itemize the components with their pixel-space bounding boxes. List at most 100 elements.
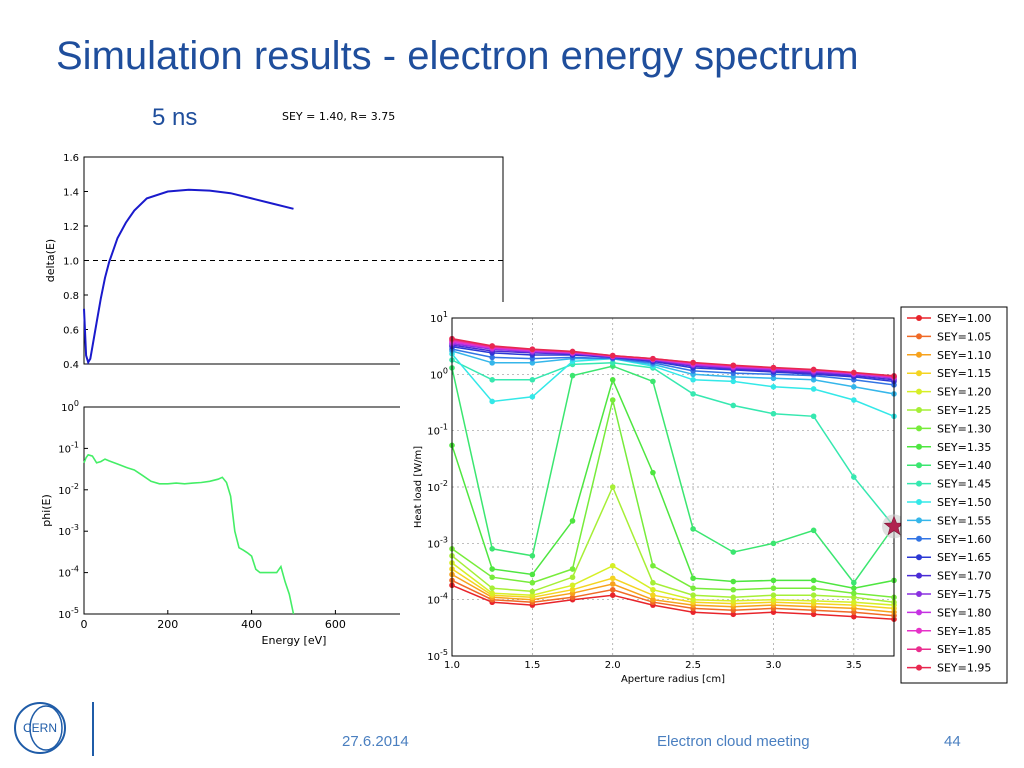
phi-y-tick-label: 10-3	[58, 523, 79, 538]
heat-data-point	[569, 594, 576, 601]
delta-y-tick-label: 1.2	[63, 222, 79, 233]
heat-data-point	[730, 378, 737, 385]
heat-data-point	[489, 566, 495, 572]
delta-curve	[83, 188, 294, 365]
heat-data-point	[810, 376, 817, 383]
heat-data-point	[569, 348, 576, 355]
heat-data-point	[529, 579, 536, 586]
phi-y-tick-label: 100	[61, 399, 79, 414]
heat-data-point	[770, 384, 777, 390]
heat-data-point	[650, 562, 656, 569]
heat-series	[449, 376, 897, 591]
legend-label: SEY=1.20	[937, 386, 991, 399]
cern-logo-text: CERN	[23, 721, 57, 735]
heat-data-point	[609, 586, 616, 593]
heat-data-point	[730, 586, 737, 593]
heat-chart-background	[400, 302, 900, 690]
heat-y-axis-label: Heat load [W/m]	[413, 446, 424, 528]
heat-data-point	[489, 376, 495, 383]
heat-data-point	[770, 585, 777, 591]
heat-data-point	[810, 413, 817, 420]
heat-data-point	[690, 592, 696, 599]
legend-label: SEY=1.40	[937, 459, 991, 472]
legend-label: SEY=1.05	[937, 330, 991, 343]
legend-marker	[916, 407, 922, 413]
heat-data-point	[730, 578, 737, 585]
heat-data-point	[730, 549, 737, 555]
legend-label: SEY=1.45	[937, 478, 991, 491]
heat-data-point	[489, 545, 495, 552]
heat-data-point	[609, 376, 616, 383]
heat-data-point	[650, 596, 656, 603]
delta-y-tick-label: 0.4	[63, 360, 79, 371]
heat-series	[449, 560, 897, 608]
heat-data-point	[851, 474, 857, 480]
heat-data-point	[609, 484, 616, 490]
heat-data-point	[529, 360, 536, 366]
delta-y-tick-label: 1.6	[63, 153, 79, 164]
heat-data-point	[650, 592, 656, 599]
heat-series-line	[451, 562, 895, 606]
heat-data-point	[569, 372, 576, 379]
heat-data-point	[569, 582, 576, 589]
heat-y-tick-label: 10-1	[427, 423, 448, 438]
heat-data-point	[810, 386, 817, 392]
heat-series	[449, 484, 897, 606]
heat-data-point	[770, 540, 777, 547]
heat-data-point	[770, 375, 777, 382]
heat-data-point	[810, 592, 817, 599]
heat-y-tick-label: 10-4	[427, 592, 448, 607]
heat-data-point	[609, 581, 616, 587]
heat-data-point	[489, 343, 495, 349]
heat-series-line	[451, 485, 895, 603]
phi-y-tick-label: 10-2	[58, 482, 79, 497]
heat-data-point	[489, 574, 495, 581]
heat-data-point	[569, 574, 576, 581]
legend-label: SEY=1.30	[937, 422, 991, 435]
heat-data-point	[529, 571, 536, 578]
heat-data-point	[810, 366, 817, 373]
heat-legend	[900, 306, 1008, 684]
heat-data-point	[690, 585, 696, 591]
page-number: 44	[944, 733, 961, 750]
heat-data-point	[569, 586, 576, 593]
heat-series-line	[451, 579, 895, 617]
heat-x-axis-label: Aperture radius [cm]	[621, 674, 725, 685]
legend-label: SEY=1.10	[937, 349, 991, 362]
legend-marker	[916, 315, 922, 321]
legend-label: SEY=1.15	[937, 367, 991, 380]
slide-title: Simulation results - electron energy spe…	[56, 34, 859, 78]
heat-series-line	[451, 359, 895, 527]
legend-marker	[916, 499, 922, 505]
heat-series-line	[451, 584, 895, 620]
legend-marker	[916, 572, 922, 579]
legend-marker	[916, 443, 922, 450]
footer-date: 27.6.2014	[342, 733, 409, 750]
legend-label: SEY=1.70	[937, 570, 991, 583]
heat-data-point	[851, 369, 857, 376]
heat-x-tick-label: 3.5	[846, 660, 862, 671]
heat-data-point	[650, 355, 656, 362]
heat-series-line	[451, 573, 895, 613]
heat-data-point	[569, 566, 576, 572]
delta-y-tick-label: 0.6	[63, 326, 79, 337]
heat-x-tick-label: 1.0	[444, 660, 460, 671]
delta-y-tick-label: 1.0	[63, 257, 79, 268]
legend-label: SEY=1.75	[937, 588, 991, 601]
heat-data-point	[770, 410, 777, 417]
heat-series-line	[451, 365, 895, 584]
heat-series-line	[451, 399, 895, 599]
footer-meeting-name: Electron cloud meeting	[657, 733, 810, 750]
heat-data-point	[690, 526, 696, 532]
legend-marker	[916, 591, 922, 597]
heat-data-point	[529, 346, 536, 352]
heat-data-point	[770, 592, 777, 599]
heat-y-tick-label: 10-5	[427, 648, 448, 663]
heat-y-tick-label: 100	[430, 366, 448, 381]
legend-label: SEY=1.50	[937, 496, 991, 509]
heat-x-tick-label: 3.0	[766, 660, 782, 671]
logo-divider	[92, 702, 94, 756]
phi-x-tick-label: 0	[81, 618, 88, 631]
heat-data-point	[770, 364, 777, 371]
